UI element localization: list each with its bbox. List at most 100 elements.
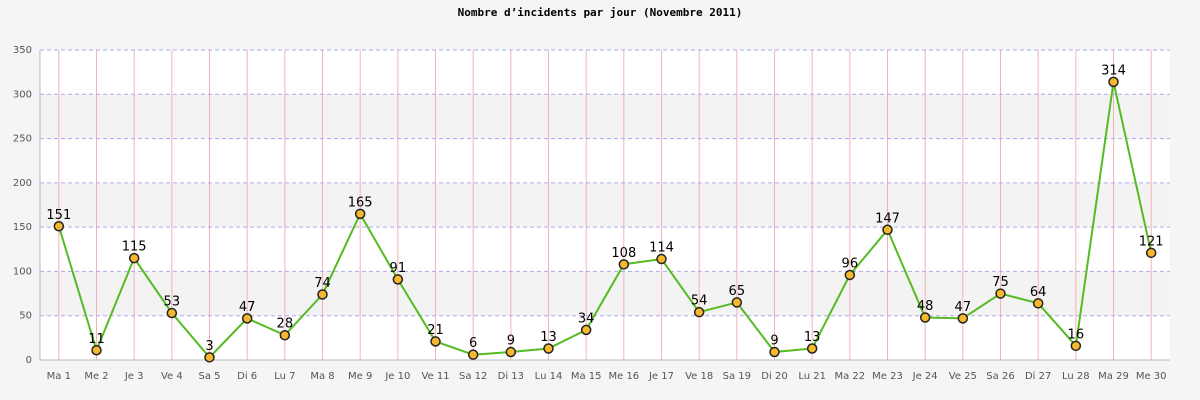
data-point bbox=[1108, 76, 1119, 88]
value-label: 16 bbox=[1068, 327, 1085, 342]
x-tick-label: Je 10 bbox=[384, 371, 410, 382]
data-point bbox=[91, 345, 102, 356]
data-point bbox=[618, 259, 630, 270]
x-tick-label: Sa 5 bbox=[198, 371, 220, 382]
data-point bbox=[731, 297, 743, 308]
x-tick-label: Me 30 bbox=[1136, 371, 1167, 382]
y-tick-label: 0 bbox=[26, 355, 32, 366]
value-label: 151 bbox=[46, 208, 71, 223]
value-label: 96 bbox=[842, 256, 859, 271]
value-label: 64 bbox=[1030, 285, 1047, 300]
y-tick-label: 250 bbox=[13, 134, 32, 145]
y-tick-label: 50 bbox=[19, 311, 32, 322]
value-label: 53 bbox=[164, 295, 181, 310]
y-tick-label: 300 bbox=[13, 89, 32, 100]
x-tick-label: Di 20 bbox=[761, 371, 787, 382]
data-point bbox=[204, 352, 215, 363]
value-label: 3 bbox=[205, 339, 213, 354]
value-label: 9 bbox=[770, 334, 778, 349]
value-label: 47 bbox=[955, 300, 972, 315]
y-tick-label: 350 bbox=[13, 45, 32, 56]
data-point bbox=[806, 343, 818, 354]
value-label: 108 bbox=[611, 246, 636, 261]
x-tick-label: Di 13 bbox=[498, 371, 524, 382]
data-point bbox=[317, 289, 328, 300]
value-label: 115 bbox=[122, 240, 147, 255]
value-label: 28 bbox=[277, 317, 294, 332]
x-tick-label: Me 9 bbox=[348, 371, 372, 382]
data-point bbox=[769, 346, 780, 358]
data-point bbox=[505, 346, 517, 358]
value-label: 65 bbox=[729, 284, 746, 299]
data-point bbox=[53, 221, 65, 232]
data-point bbox=[392, 274, 404, 285]
data-point bbox=[844, 269, 856, 281]
x-tick-label: Ve 11 bbox=[421, 371, 449, 382]
x-tick-label: Ve 25 bbox=[949, 371, 977, 382]
value-label: 6 bbox=[469, 336, 477, 351]
value-label: 13 bbox=[804, 330, 821, 345]
x-tick-label: Sa 26 bbox=[986, 371, 1014, 382]
x-tick-label: Me 2 bbox=[84, 371, 108, 382]
value-label: 11 bbox=[88, 332, 105, 347]
x-tick-label: Lu 14 bbox=[535, 371, 563, 382]
data-line bbox=[57, 81, 1153, 359]
data-point bbox=[1070, 340, 1082, 352]
y-tick-label: 100 bbox=[13, 266, 32, 277]
x-tick-label: Lu 28 bbox=[1062, 371, 1090, 382]
chart-title: Nombre d’incidents par jour (Novembre 20… bbox=[458, 6, 743, 19]
x-tick-label: Je 17 bbox=[648, 371, 674, 382]
value-label: 13 bbox=[540, 330, 557, 345]
x-tick-label: Di 27 bbox=[1025, 371, 1051, 382]
x-tick-label: Ve 4 bbox=[161, 371, 183, 382]
value-label: 9 bbox=[507, 334, 515, 349]
x-tick-label: Je 24 bbox=[912, 371, 938, 382]
value-label: 121 bbox=[1139, 234, 1164, 249]
value-label: 34 bbox=[578, 311, 595, 326]
value-label: 47 bbox=[239, 300, 256, 315]
data-point bbox=[430, 336, 441, 347]
x-tick-label: Ma 1 bbox=[47, 371, 71, 382]
x-tick-label: Me 16 bbox=[608, 371, 639, 382]
data-point bbox=[693, 306, 705, 318]
value-label: 314 bbox=[1101, 63, 1126, 78]
value-label: 91 bbox=[390, 261, 407, 276]
x-tick-label: Me 23 bbox=[872, 371, 903, 382]
value-label: 147 bbox=[875, 211, 900, 226]
data-point bbox=[995, 288, 1006, 299]
value-label: 114 bbox=[649, 241, 674, 256]
x-tick-label: Ve 18 bbox=[685, 371, 713, 382]
x-tick-label: Je 3 bbox=[124, 371, 144, 382]
plot-band bbox=[40, 271, 1170, 316]
x-tick-label: Ma 15 bbox=[571, 371, 602, 382]
y-tick-label: 150 bbox=[13, 222, 32, 233]
data-point bbox=[656, 253, 667, 265]
data-point bbox=[580, 324, 592, 336]
x-tick-label: Lu 21 bbox=[798, 371, 826, 382]
value-label: 74 bbox=[314, 276, 331, 291]
y-tick-label: 200 bbox=[13, 178, 32, 189]
data-point bbox=[1145, 247, 1157, 259]
value-label: 48 bbox=[917, 299, 934, 314]
data-point bbox=[919, 312, 931, 323]
plot-band bbox=[40, 182, 1170, 228]
data-point bbox=[1032, 298, 1044, 309]
value-label: 165 bbox=[348, 195, 373, 210]
data-point bbox=[241, 313, 253, 324]
x-tick-label: Ma 8 bbox=[310, 371, 334, 382]
x-tick-label: Ma 29 bbox=[1098, 371, 1129, 382]
value-label: 75 bbox=[992, 275, 1009, 290]
x-tick-label: Ma 22 bbox=[834, 371, 865, 382]
x-tick-label: Lu 7 bbox=[274, 371, 295, 382]
data-point bbox=[957, 313, 969, 324]
data-point bbox=[354, 208, 366, 220]
data-point bbox=[543, 343, 554, 354]
data-point bbox=[467, 349, 479, 360]
value-label: 21 bbox=[427, 323, 444, 338]
data-point bbox=[279, 329, 291, 341]
data-point bbox=[882, 224, 893, 236]
x-tick-label: Di 6 bbox=[237, 371, 257, 382]
plot-band bbox=[40, 94, 1170, 139]
